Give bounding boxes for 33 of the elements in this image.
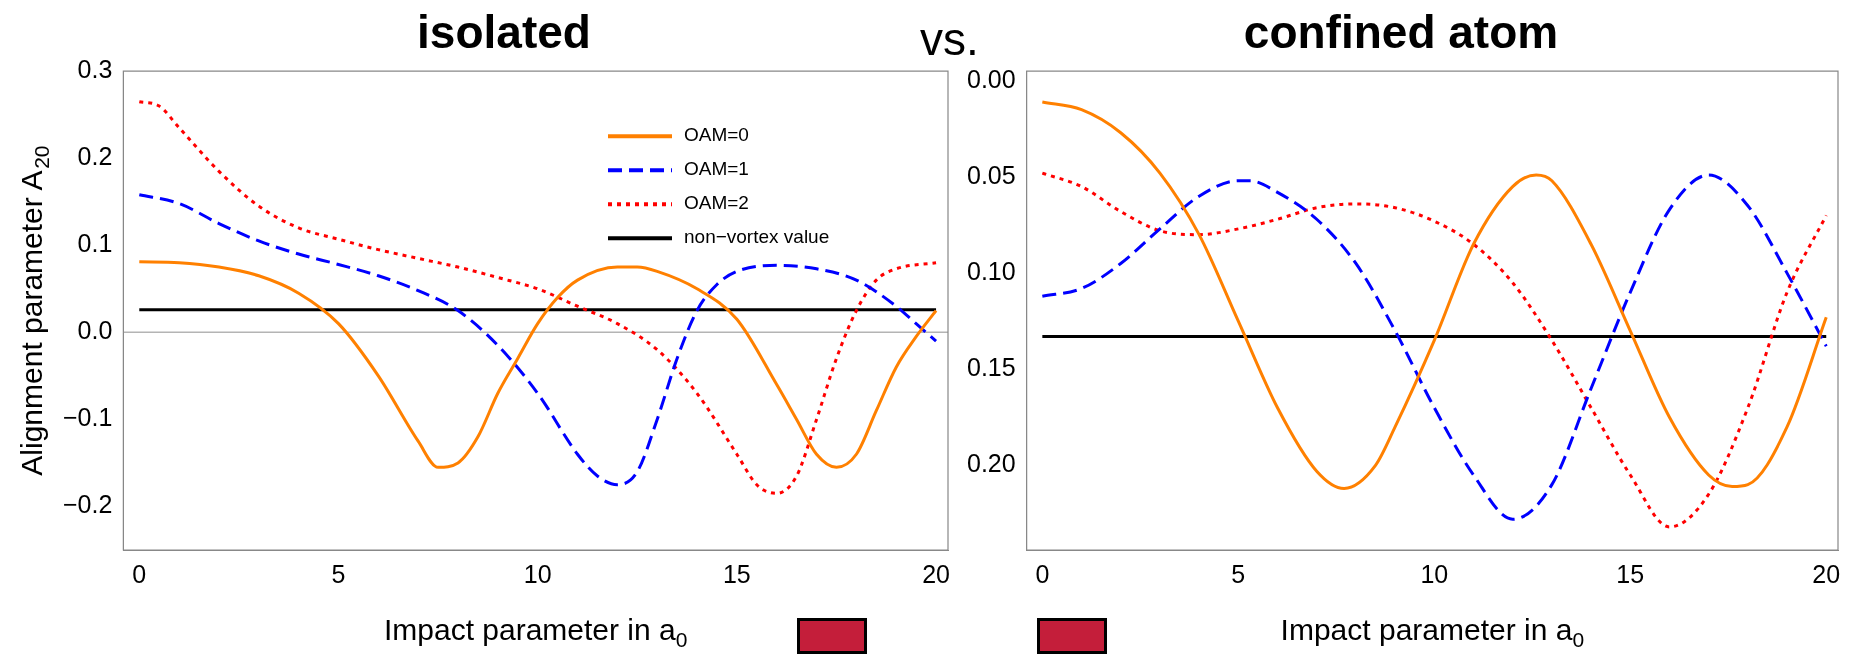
y-tick-label: 0.15 (966, 353, 1016, 382)
line-series (1040, 100, 1828, 490)
y-tick-label: 0.2 (77, 142, 113, 171)
y-tick-label: 0.0 (77, 316, 113, 345)
line-series (137, 193, 938, 487)
x-tick-label: 0 (132, 559, 147, 588)
y-tick-label: −0.2 (62, 490, 113, 519)
x-tick-label: 10 (523, 559, 552, 588)
x-tick-label: 5 (331, 559, 346, 588)
line-series (137, 100, 938, 495)
y-axis-title: Alignment parameter A20 (15, 145, 53, 476)
y-tick-label: 0.00 (966, 64, 1016, 93)
y-tick-label: 0.3 (77, 55, 113, 84)
chart-title: isolated (417, 6, 591, 59)
y-tick-label: 0.1 (77, 229, 113, 258)
text: vs. (920, 12, 979, 66)
legend-label: OAM=2 (684, 192, 749, 214)
x-tick-label: 20 (1812, 559, 1841, 588)
legend-label: non−vortex value (684, 226, 830, 248)
y-tick-label: 0.20 (966, 449, 1016, 478)
y-tick-label: 0.10 (966, 256, 1016, 285)
chart-title: confined atom (1243, 6, 1559, 59)
x-tick-label: 20 (922, 559, 950, 588)
y-tick-label: 0.05 (966, 160, 1016, 189)
x-tick-label: 10 (1420, 559, 1449, 588)
x-tick-label: 0 (1035, 559, 1050, 588)
legend-label: OAM=1 (684, 158, 749, 180)
x-tick-label: 15 (722, 559, 751, 588)
x-tick-label: 15 (1616, 559, 1645, 588)
y-tick-label: −0.1 (62, 403, 113, 432)
legend-label: OAM=0 (684, 124, 749, 146)
x-tick-label: 5 (1231, 559, 1246, 588)
line-series (137, 260, 938, 469)
